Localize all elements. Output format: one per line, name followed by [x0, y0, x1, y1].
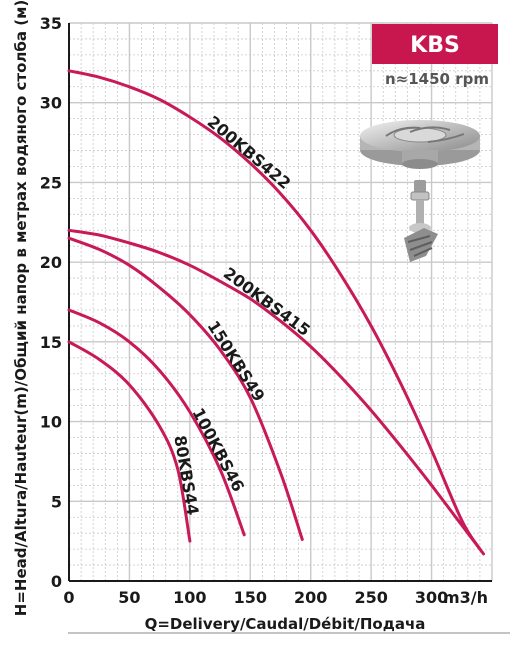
badge-label: KBS	[410, 33, 460, 58]
x-tick-label: 300	[415, 588, 448, 607]
x-tick-label: 150	[234, 588, 267, 607]
y-tick-label: 35	[40, 14, 62, 33]
x-tick-label: 200	[294, 588, 327, 607]
x-tick-label: 250	[354, 588, 387, 607]
y-tick-label: 5	[51, 492, 62, 511]
curve-200kbs415	[67, 228, 485, 556]
x-tick-label: 0	[63, 588, 74, 607]
curve-150kbs49	[67, 236, 304, 541]
x-tick-label: 50	[118, 588, 140, 607]
curve-label-200kbs422: 200KBS422	[204, 112, 295, 193]
axes: 0 50 100 150 200 250 300 0 5 10 15 20 25 30 35	[40, 14, 492, 607]
y-tick-label: 10	[40, 413, 62, 432]
badge-background	[372, 24, 498, 64]
y-tick-label: 30	[40, 94, 62, 113]
y-axis-title: H=Head/Altura/Hauteur(m)/Общий напор в м…	[12, 0, 30, 616]
curve-labels: 200KBS422200KBS415150KBS49100KBS4680KBS4…	[170, 112, 314, 517]
y-tick-label: 25	[40, 173, 62, 192]
y-tick-label: 0	[51, 572, 62, 591]
curve-200kbs422	[67, 69, 482, 551]
curves	[67, 69, 485, 556]
y-tick-label: 20	[40, 253, 62, 272]
curve-label-80kbs44: 80KBS44	[170, 434, 202, 517]
x-axis-title: Q=Delivery/Caudal/Débit/Подача	[145, 615, 426, 633]
speed-label: n≈1450 rpm	[385, 70, 489, 88]
curve-label-200kbs415: 200KBS415	[220, 263, 314, 339]
impeller-icon	[360, 120, 480, 169]
model-badge: KBS n≈1450 rpm	[372, 24, 498, 88]
x-unit-label: m3/h	[443, 588, 488, 607]
y-tick-label: 15	[40, 333, 62, 352]
curve-label-150kbs49: 150KBS49	[203, 317, 268, 405]
curve-80kbs44	[67, 340, 192, 543]
shaft-icon	[404, 180, 438, 262]
curve-100kbs46	[67, 308, 246, 537]
x-tick-label: 100	[173, 588, 206, 607]
